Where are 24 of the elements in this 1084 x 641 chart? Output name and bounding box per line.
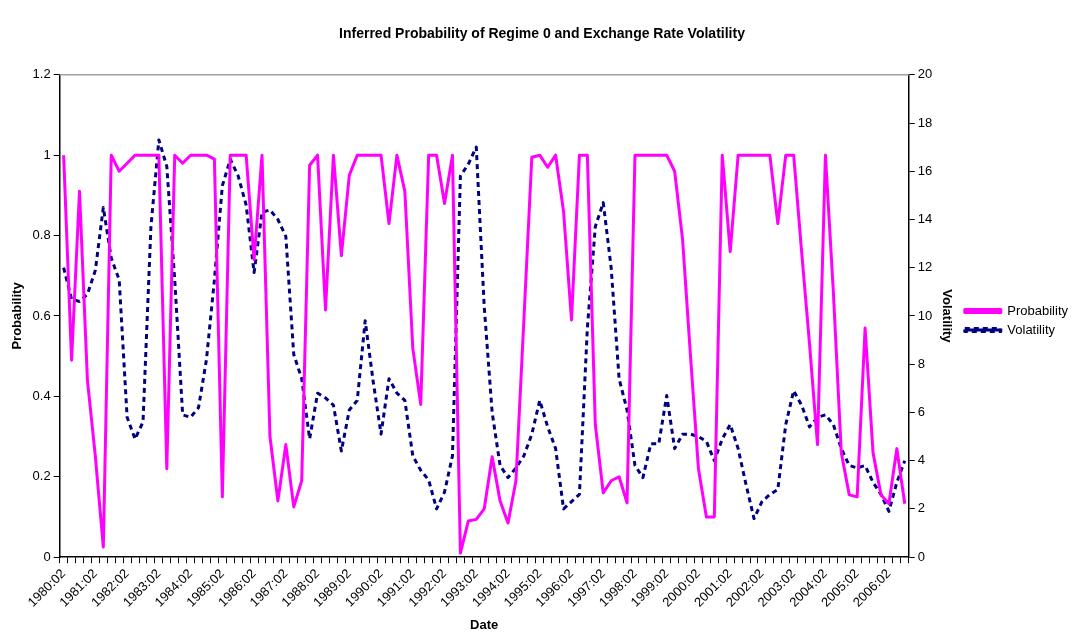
- y-tick-label: 0.4: [32, 387, 51, 403]
- y2-tick-label: 18: [917, 114, 933, 130]
- legend-label: Probability: [1007, 302, 1069, 318]
- y-tick-label: 0.8: [32, 227, 51, 243]
- y-tick-label: 0.6: [32, 307, 51, 323]
- y-tick-label: 0: [43, 548, 51, 564]
- y2-tick-label: 10: [917, 307, 933, 323]
- y-tick-label: 1: [43, 146, 51, 162]
- y2-axis-title: Volatility: [940, 289, 956, 344]
- y2-tick-label: 0: [917, 548, 925, 564]
- y2-tick-label: 8: [917, 355, 925, 371]
- y-tick-label: 1.2: [32, 66, 51, 82]
- y2-tick-label: 6: [917, 404, 925, 420]
- chart-title: Inferred Probability of Regime 0 and Exchange Rate Volatility: [339, 25, 746, 42]
- y2-tick-label: 2: [917, 500, 925, 516]
- legend-label: Volatility: [1007, 321, 1056, 337]
- y2-tick-label: 4: [917, 452, 925, 468]
- x-axis-title: Date: [470, 616, 499, 632]
- y2-tick-label: 20: [917, 66, 933, 82]
- y2-tick-label: 14: [917, 211, 933, 227]
- y-tick-label: 0.2: [32, 468, 51, 484]
- y2-tick-label: 12: [917, 259, 933, 275]
- y-axis-title: Probability: [9, 281, 25, 350]
- y2-tick-label: 16: [917, 162, 933, 178]
